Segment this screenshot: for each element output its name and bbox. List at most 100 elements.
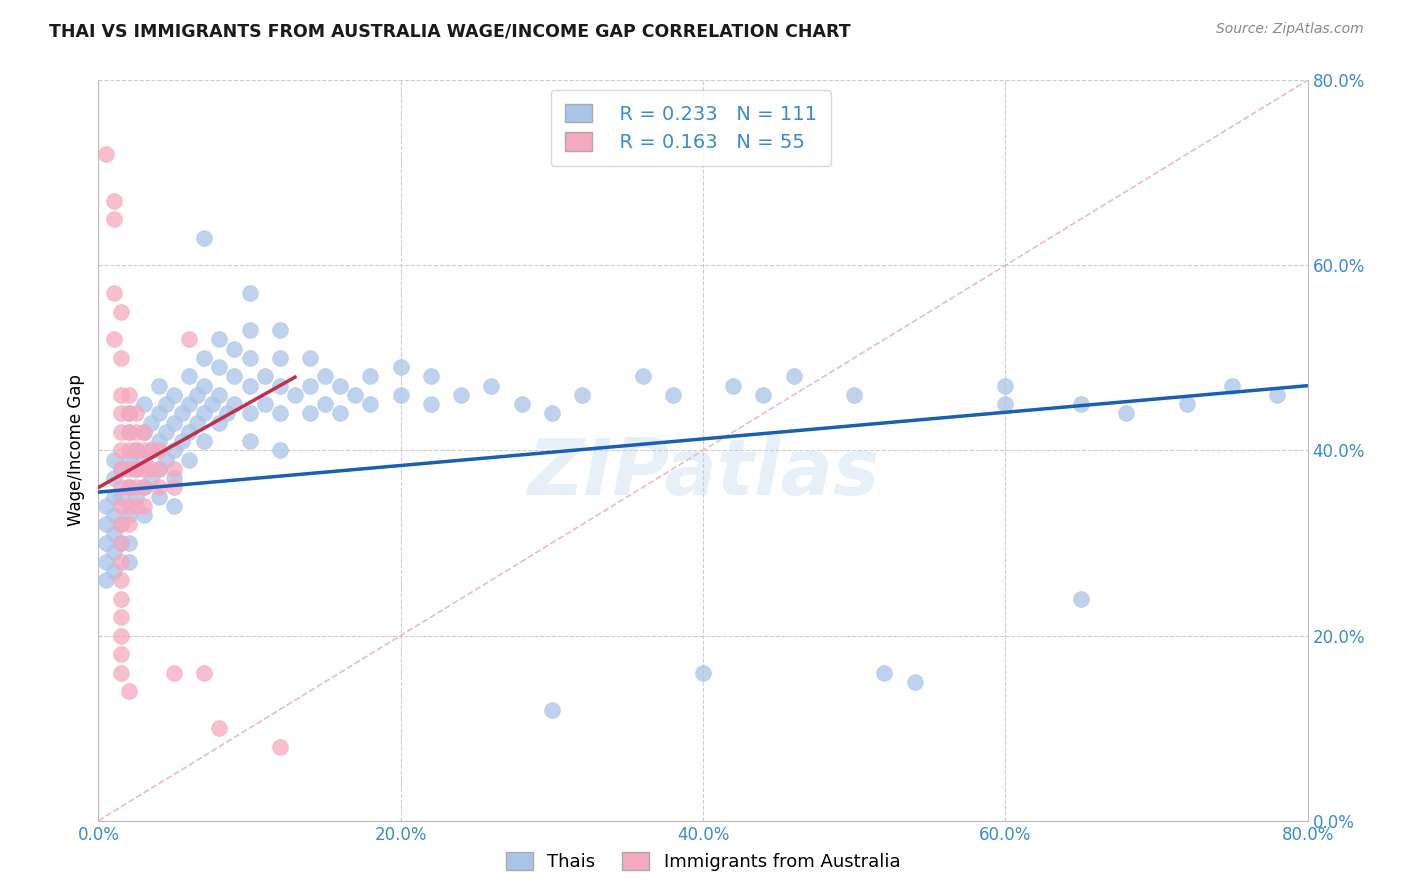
Point (314, 397, 336, 411)
Point (269, 443, 291, 458)
Point (481, 378, 503, 392)
Point (118, 407, 141, 421)
Point (103, 564, 125, 578)
Point (110, 351, 132, 365)
Point (179, 369, 201, 384)
Point (208, 416, 231, 430)
Point (110, 536, 132, 550)
Point (179, 425, 201, 439)
Point (163, 388, 186, 402)
Point (141, 462, 163, 476)
Point (193, 434, 215, 449)
Point (132, 499, 155, 513)
Point (118, 684, 141, 698)
Point (186, 416, 208, 430)
Point (94, 517, 117, 532)
Point (110, 647, 132, 661)
Point (110, 591, 132, 606)
Point (110, 665, 132, 680)
Point (110, 517, 132, 532)
Text: Source: ZipAtlas.com: Source: ZipAtlas.com (1216, 22, 1364, 37)
Point (208, 721, 231, 735)
Point (783, 369, 806, 384)
Point (125, 425, 148, 439)
Point (141, 443, 163, 458)
Point (94, 147, 117, 161)
Legend:   R = 0.233   N = 111,   R = 0.163   N = 55: R = 0.233 N = 111, R = 0.163 N = 55 (551, 90, 831, 166)
Point (148, 481, 170, 495)
Point (269, 378, 291, 392)
Point (132, 425, 155, 439)
Point (141, 471, 163, 485)
Point (186, 388, 208, 402)
Point (125, 481, 148, 495)
Point (163, 416, 186, 430)
Point (118, 407, 141, 421)
Point (1115, 407, 1137, 421)
Point (110, 517, 132, 532)
Point (723, 378, 745, 392)
Point (540, 703, 562, 717)
Point (269, 739, 291, 754)
Point (215, 407, 238, 421)
Point (193, 665, 215, 680)
Point (692, 665, 714, 680)
Point (125, 499, 148, 513)
Point (299, 378, 322, 392)
Point (148, 407, 170, 421)
Point (239, 351, 262, 365)
Point (1070, 397, 1092, 411)
Point (132, 462, 155, 476)
Point (118, 452, 141, 467)
Point (141, 443, 163, 458)
Point (103, 194, 125, 208)
Point (118, 554, 141, 569)
Point (752, 388, 775, 402)
Point (360, 397, 382, 411)
Point (94, 554, 117, 569)
Point (132, 508, 155, 523)
Point (269, 351, 291, 365)
Point (110, 573, 132, 587)
Point (239, 434, 262, 449)
Point (118, 481, 141, 495)
Point (110, 462, 132, 476)
Point (155, 425, 177, 439)
Point (299, 351, 322, 365)
Point (103, 286, 125, 301)
Point (224, 397, 246, 411)
Point (193, 407, 215, 421)
Point (239, 323, 262, 337)
Point (994, 397, 1017, 411)
Point (148, 490, 170, 504)
Point (118, 508, 141, 523)
Point (118, 517, 141, 532)
Point (208, 360, 231, 375)
Point (253, 397, 276, 411)
Point (1220, 378, 1243, 392)
Point (873, 665, 896, 680)
Point (132, 481, 155, 495)
Point (148, 378, 170, 392)
Point (163, 471, 186, 485)
Y-axis label: Wage/Income Gap: Wage/Income Gap (66, 375, 84, 526)
Point (125, 462, 148, 476)
Point (170, 434, 193, 449)
Point (201, 397, 224, 411)
Point (118, 481, 141, 495)
Point (125, 462, 148, 476)
Point (179, 452, 201, 467)
Point (224, 369, 246, 384)
Point (110, 536, 132, 550)
Point (110, 481, 132, 495)
Point (103, 332, 125, 346)
Point (329, 378, 352, 392)
Point (1175, 397, 1198, 411)
Point (103, 212, 125, 227)
Point (110, 628, 132, 642)
Point (163, 665, 186, 680)
Point (269, 323, 291, 337)
Point (103, 526, 125, 541)
Point (103, 471, 125, 485)
Point (571, 388, 593, 402)
